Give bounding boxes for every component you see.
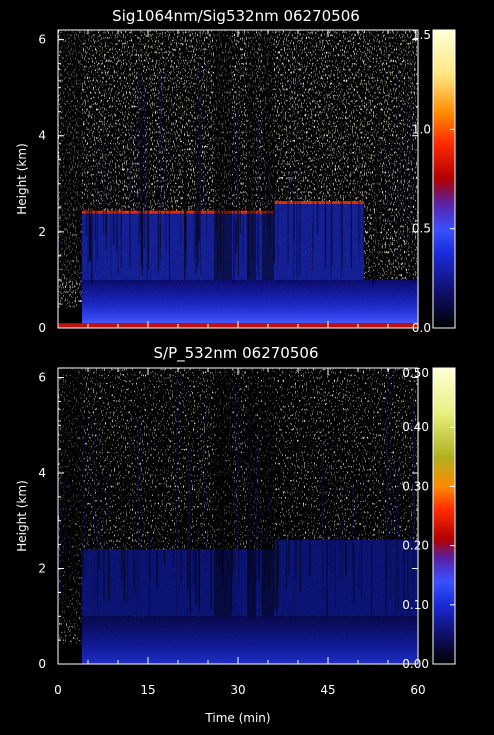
layer-top-edge — [274, 201, 364, 205]
x-tick-label: 60 — [410, 683, 425, 697]
colorbar-tick-label: 0.00 — [402, 657, 429, 671]
feature-region — [274, 203, 364, 280]
colorbar — [433, 30, 455, 328]
colorbar-tick-label: 0.10 — [402, 598, 429, 612]
x-axis-label: Time (min) — [204, 711, 270, 725]
ratio-panel: Sig1064nm/Sig532nm 06270506 0 2 4 6 Height (… — [15, 7, 456, 335]
clear-column — [262, 368, 274, 617]
y-tick-label: 0 — [38, 321, 46, 335]
clear-column — [247, 30, 256, 280]
x-tick-label: 45 — [320, 683, 335, 697]
colorbar-tick-label: 0.40 — [402, 420, 429, 434]
ratio-plot-area: 0 2 4 6 Height (km) 0.0 0.5 1.0 1.5 — [15, 28, 456, 335]
feature-region — [82, 549, 274, 617]
sp-panel-title: S/P_532nm 06270506 — [154, 344, 319, 363]
clear-column — [247, 368, 256, 617]
colorbar-tick-label: 1.5 — [412, 28, 431, 42]
colorbar-frame — [432, 29, 456, 329]
colorbar-tick-label: 1.0 — [412, 122, 431, 136]
colorbar-tick-label: 0.20 — [402, 539, 429, 553]
colorbar-tick-label: 0.0 — [412, 321, 431, 335]
clear-column — [214, 30, 232, 280]
colorbar-tick-label: 0.50 — [402, 366, 429, 380]
x-tick-label: 0 — [54, 683, 62, 697]
colorbar-tick-label: 0.30 — [402, 479, 429, 493]
y-tick-label: 0 — [38, 657, 46, 671]
colorbar-frame — [432, 367, 456, 665]
y-tick-label: 2 — [38, 225, 46, 239]
clear-column — [61, 30, 82, 280]
y-tick-label: 4 — [38, 129, 46, 143]
y-tick-label: 4 — [38, 466, 46, 480]
colorbar — [433, 368, 455, 664]
y-tick-label: 6 — [38, 33, 46, 47]
y-tick-label: 6 — [38, 371, 46, 385]
clear-column — [214, 368, 232, 617]
feature-region — [82, 279, 418, 324]
y-axis-label: Height (km) — [15, 143, 29, 214]
ratio-panel-title: Sig1064nm/Sig532nm 06270506 — [112, 7, 360, 25]
sp-plot-area: 0 2 4 6 Height (km) 0 15 30 45 60 0.00 0.10 0.20 0.30… — [15, 366, 456, 697]
clear-column — [61, 368, 82, 617]
x-tick-label: 30 — [230, 683, 245, 697]
sp-panel: S/P_532nm 06270506 0 2 4 6 Height (km) 0 15 30 4… — [15, 344, 456, 697]
colorbar-tick-label: 0.5 — [412, 222, 431, 236]
layer-top-edge — [82, 210, 274, 214]
y-axis-label: Height (km) — [15, 480, 29, 551]
y-tick-label: 2 — [38, 562, 46, 576]
x-tick-label: 15 — [140, 683, 155, 697]
feature-region — [82, 616, 418, 664]
clear-column — [262, 30, 274, 280]
